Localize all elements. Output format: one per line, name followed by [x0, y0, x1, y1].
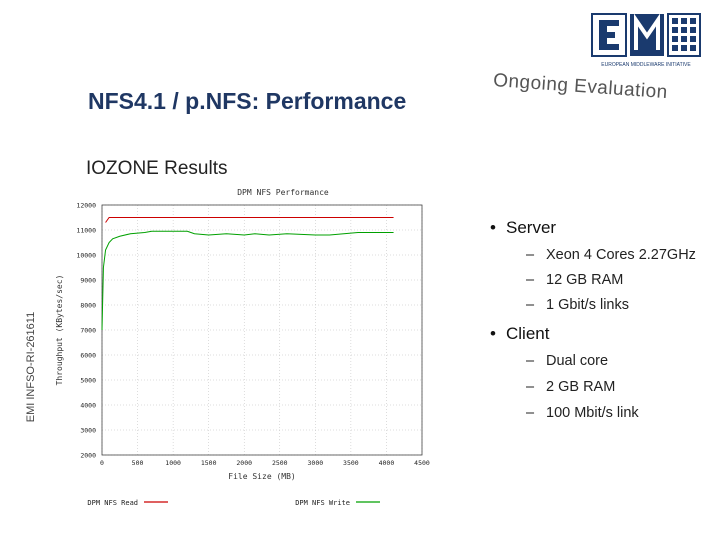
y-tick-label: 3000: [80, 427, 96, 435]
x-tick-label: 2500: [272, 459, 288, 467]
bullet-server-label: Server: [506, 218, 557, 237]
list-item: –2 GB RAM: [526, 379, 616, 395]
y-tick-label: 11000: [76, 227, 96, 235]
bullet-server: • Server: [490, 218, 557, 237]
list-item: –100 Mbit/s link: [526, 405, 639, 421]
section-subtitle: IOZONE Results: [86, 158, 228, 179]
series-line-read: [105, 217, 394, 223]
y-tick-label: 6000: [80, 352, 96, 360]
emi-logo: [590, 10, 702, 62]
y-tick-label: 9000: [80, 277, 96, 285]
y-tick-label: 12000: [76, 202, 96, 210]
y-tick-label: 4000: [80, 402, 96, 410]
bullet-group-server: • Server – Xeon 4 Cores 2.27GHz –12 GB RAM…: [490, 218, 696, 322]
series-line-write: [101, 230, 394, 331]
y-tick-label: 10000: [76, 252, 96, 260]
list-item: –1 Gbit/s links: [526, 297, 629, 313]
project-code-label: EMI INFSO-RI-261611: [25, 311, 37, 423]
y-axis-label: Throughput (KBytes/sec): [55, 275, 64, 386]
x-tick-label: 0: [100, 459, 104, 467]
x-tick-label: 500: [132, 459, 144, 467]
ongoing-evaluation-label: Ongoing Evaluation: [492, 70, 669, 104]
performance-chart: DPM NFS Performance 0 500 1000 1500 2000 2500…: [48, 184, 490, 518]
x-tick-label: 4000: [379, 459, 395, 467]
legend-label: DPM NFS Read: [87, 499, 138, 507]
y-tick-label: 5000: [80, 377, 96, 385]
chart-title: DPM NFS Performance: [237, 188, 329, 197]
list-item: –12 GB RAM: [526, 272, 624, 288]
bullet-group-client: • Client – Dual core –2 GB RAM –100 Mbit/s…: [490, 324, 696, 431]
y-tick-label: 8000: [80, 302, 96, 310]
x-axis-label: File Size (MB): [228, 472, 295, 481]
x-tick-label: 4500: [414, 459, 430, 467]
list-item: – Xeon 4 Cores 2.27GHz: [526, 247, 696, 263]
y-tick-label: 2000: [80, 452, 96, 460]
list-item: – Dual core: [526, 353, 609, 369]
legend-label: DPM NFS Write: [295, 499, 350, 507]
x-tick-label: 1500: [201, 459, 217, 467]
specs-list: • Server – Xeon 4 Cores 2.27GHz –12 GB RAM…: [490, 218, 696, 431]
x-tick-label: 1000: [165, 459, 181, 467]
bullet-client: • Client: [490, 324, 550, 343]
page-title: NFS4.1 / p.NFS: Performance: [88, 88, 407, 114]
y-tick-label: 7000: [80, 327, 96, 335]
x-tick-label: 2000: [236, 459, 252, 467]
logo-caption: EUROPEAN MIDDLEWARE INITIATIVE: [601, 62, 691, 68]
bullet-client-label: Client: [506, 324, 550, 343]
x-tick-label: 3000: [308, 459, 324, 467]
x-tick-label: 3500: [343, 459, 359, 467]
